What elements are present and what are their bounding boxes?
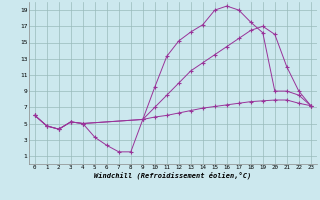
X-axis label: Windchill (Refroidissement éolien,°C): Windchill (Refroidissement éolien,°C): [94, 172, 252, 179]
